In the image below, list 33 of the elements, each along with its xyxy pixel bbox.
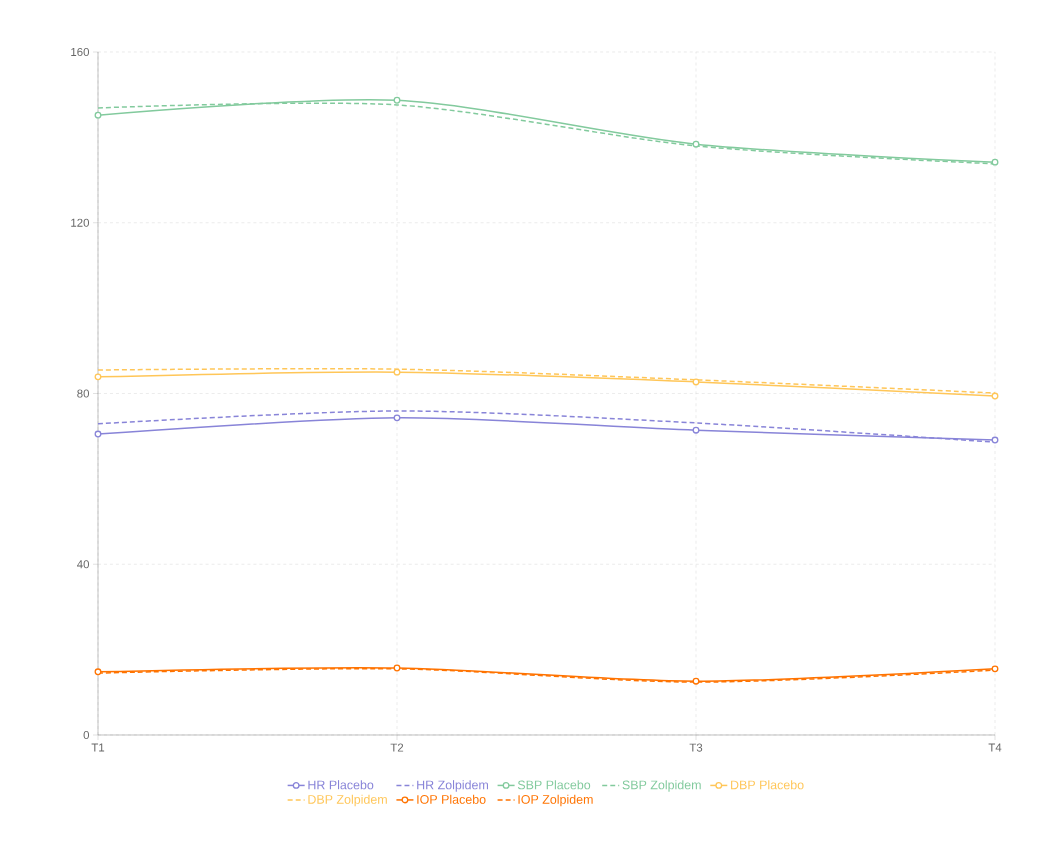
legend-label: DBP Zolpidem <box>308 794 387 807</box>
y-tick-label: 0 <box>83 730 90 740</box>
point <box>393 414 401 422</box>
point <box>94 430 102 438</box>
point <box>94 668 102 676</box>
point <box>991 665 999 673</box>
point <box>692 378 700 386</box>
point <box>991 392 999 400</box>
point <box>692 677 700 685</box>
y-tick-label: 80 <box>77 389 90 398</box>
legend-label: IOP Placebo <box>417 794 486 804</box>
x-tick-label: T1 <box>91 743 105 752</box>
point <box>692 140 700 148</box>
y-tick-label: 160 <box>71 47 90 57</box>
y-tick-label: 120 <box>71 218 90 227</box>
point <box>94 111 102 119</box>
point <box>991 158 999 166</box>
x-tick-label: T3 <box>689 743 703 752</box>
y-tick-label: 40 <box>77 560 90 569</box>
point <box>393 368 401 376</box>
point <box>692 426 700 434</box>
legend-label: SBP Placebo <box>517 780 591 790</box>
point <box>393 664 401 672</box>
legend-label: SBP Zolpidem <box>622 780 701 792</box>
x-tick-label: T4 <box>988 743 1002 752</box>
x-tick-label: T2 <box>390 743 404 752</box>
legend-label: HR Zolpidem <box>417 780 488 792</box>
legend-label: DBP Placebo <box>731 780 804 790</box>
legend-label: HR Placebo <box>308 780 374 790</box>
point <box>991 436 999 444</box>
legend-label: IOP Zolpidem <box>518 794 593 807</box>
point <box>393 96 401 104</box>
point <box>94 373 102 381</box>
